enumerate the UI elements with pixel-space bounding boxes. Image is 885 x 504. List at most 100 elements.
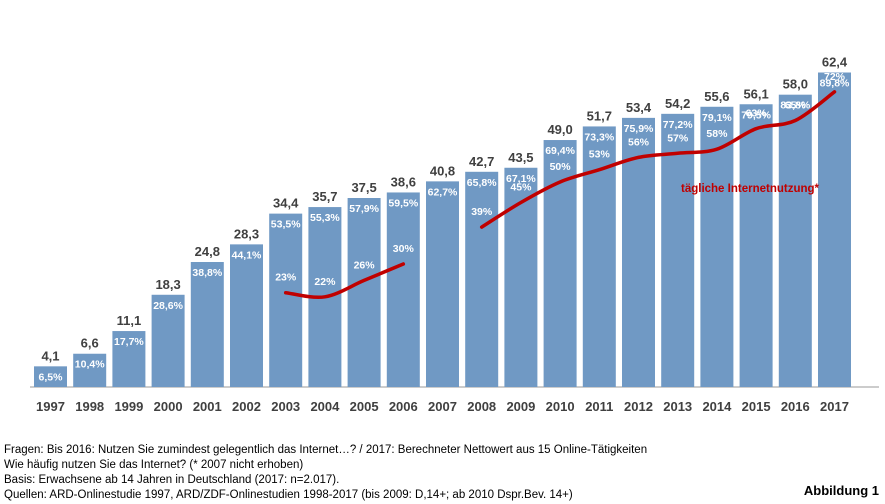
bar-percent-label-2001: 38,8% [192, 267, 222, 279]
line-point-label-2003: 23% [275, 272, 297, 284]
bar-value-label-2017: 62,4 [822, 55, 848, 70]
bar-value-label-2012: 53,4 [626, 100, 652, 115]
line-point-label-2004: 22% [314, 276, 336, 288]
bar-percent-label-2014: 79,1% [702, 112, 732, 124]
line-point-label-2009: 45% [510, 182, 532, 194]
bar-2014 [700, 106, 734, 387]
daily-usage-line-segment-2 [479, 90, 837, 229]
bar-value-label-2001: 24,8 [195, 244, 220, 259]
bar-value-label-1999: 11,1 [117, 313, 142, 328]
bar-percent-label-2000: 28,6% [153, 300, 183, 312]
bar-value-label-2010: 49,0 [547, 122, 572, 137]
bar-2002 [230, 244, 263, 387]
line-point-label-2014: 58% [706, 128, 728, 140]
x-tick-label-1997: 1997 [36, 399, 65, 414]
x-tick-label-2011: 2011 [585, 399, 613, 414]
bar-value-label-2015: 56,1 [743, 86, 768, 101]
bar-1998 [73, 353, 107, 387]
x-tick-label-2008: 2008 [467, 399, 496, 414]
line-point-label-2016: 65% [785, 100, 807, 112]
bar-1997 [34, 366, 67, 387]
line-point-label-2005: 26% [354, 259, 376, 271]
bar-percent-label-2008: 65,8% [467, 177, 497, 189]
bar-value-label-2004: 35,7 [312, 189, 337, 204]
daily-usage-line-segment-1 [283, 262, 406, 299]
bar-value-label-2016: 58,0 [783, 77, 808, 92]
bar-2006 [386, 192, 420, 387]
bar-2005 [347, 198, 381, 387]
x-tick-label-2004: 2004 [310, 399, 340, 414]
bar-percent-label-2002: 44,1% [232, 249, 262, 261]
footnote-basis: Basis: Erwachsene ab 14 Jahren in Deutsc… [4, 474, 340, 486]
footnotes: Fragen: Bis 2016: Nutzen Sie zumindest g… [4, 443, 784, 503]
line-point-label-2006: 30% [393, 243, 415, 255]
bar-1999 [112, 331, 146, 387]
bar-2008 [465, 171, 499, 387]
bar-2015 [739, 104, 773, 388]
x-tick-label-2007: 2007 [428, 399, 457, 414]
x-tick-label-1999: 1999 [114, 399, 143, 414]
footnote-sources: Quellen: ARD-Onlinestudie 1997, ARD/ZDF-… [4, 489, 573, 501]
x-tick-label-2003: 2003 [271, 399, 300, 414]
bar-value-label-2008: 42,7 [469, 154, 494, 169]
line-point-label-2010: 50% [550, 161, 572, 173]
x-tick-label-2015: 2015 [742, 399, 771, 414]
bar-percent-label-2015: 79,5% [741, 109, 771, 121]
x-tick-label-2010: 2010 [546, 399, 575, 414]
x-tick-label-2006: 2006 [389, 399, 418, 414]
bar-value-label-1997: 4,1 [41, 348, 59, 363]
x-tick-label-2016: 2016 [781, 399, 810, 414]
x-tick-label-2013: 2013 [663, 399, 692, 414]
bar-value-label-2007: 40,8 [430, 163, 455, 178]
bar-value-label-2014: 55,6 [704, 89, 729, 104]
x-tick-label-2014: 2014 [702, 399, 732, 414]
line-point-label-2012: 56% [628, 136, 650, 148]
bar-2016 [778, 94, 812, 388]
bar-percent-label-2011: 73,3% [584, 131, 614, 143]
bar-2007 [426, 181, 459, 387]
bar-percent-label-2006: 59,5% [388, 197, 418, 209]
bar-value-label-2009: 43,5 [508, 150, 533, 165]
line-point-label-2013: 57% [667, 132, 689, 144]
bar-percent-label-2003: 53,5% [271, 219, 301, 231]
bar-2000 [151, 294, 185, 387]
bar-percent-label-2005: 57,9% [349, 203, 379, 215]
bar-2012 [622, 117, 655, 387]
line-point-label-2011: 53% [589, 149, 611, 161]
x-tick-label-2017: 2017 [820, 399, 849, 414]
figure-label: Abbildung 1 [803, 483, 879, 498]
bar-percent-label-2007: 62,7% [428, 186, 458, 198]
legend-label: tägliche Internetnutzung* [681, 183, 820, 195]
bar-value-label-2013: 54,2 [665, 96, 690, 111]
bar-percent-label-1997: 6,5% [39, 371, 64, 383]
bar-value-label-2006: 38,6 [391, 174, 416, 189]
bar-percent-label-2010: 69,4% [545, 145, 575, 157]
bar-value-label-1998: 6,6 [81, 336, 99, 351]
bar-percent-label-2017: 89,8% [820, 78, 850, 90]
x-tick-label-2009: 2009 [506, 399, 535, 414]
x-tick-label-2005: 2005 [350, 399, 379, 414]
bar-value-label-2002: 28,3 [234, 226, 259, 241]
bar-percent-label-2016: 83,8% [780, 100, 810, 112]
bar-2003 [269, 213, 303, 387]
x-tick-label-2002: 2002 [232, 399, 261, 414]
line-point-label-2008: 39% [471, 206, 493, 218]
footnote-questions: Fragen: Bis 2016: Nutzen Sie zumindest g… [4, 444, 648, 456]
bar-value-label-2005: 37,5 [351, 180, 376, 195]
bar-percent-label-1998: 10,4% [75, 359, 105, 371]
x-tick-label-2001: 2001 [193, 399, 222, 414]
bar-value-label-2011: 51,7 [587, 108, 612, 123]
bar-value-label-2000: 18,3 [155, 277, 180, 292]
bar-value-label-2003: 34,4 [273, 196, 299, 211]
bar-2013 [661, 113, 695, 387]
bar-2001 [190, 262, 224, 387]
line-point-label-2017: 72% [824, 71, 846, 83]
x-tick-label-1998: 1998 [75, 399, 104, 414]
bar-line-chart: 4,1 6,5% 1997 6,6 10,4% 1998 11,1 17,7% 1999 18,3… [30, 55, 879, 414]
bar-percent-label-2012: 75,9% [624, 123, 654, 135]
bar-percent-label-1999: 17,7% [114, 336, 144, 348]
bar-percent-label-2013: 77,2% [663, 119, 693, 131]
bar-2017 [818, 72, 851, 387]
line-point-label-2015: 63% [746, 108, 768, 120]
bar-percent-label-2009: 67,1% [506, 173, 536, 185]
